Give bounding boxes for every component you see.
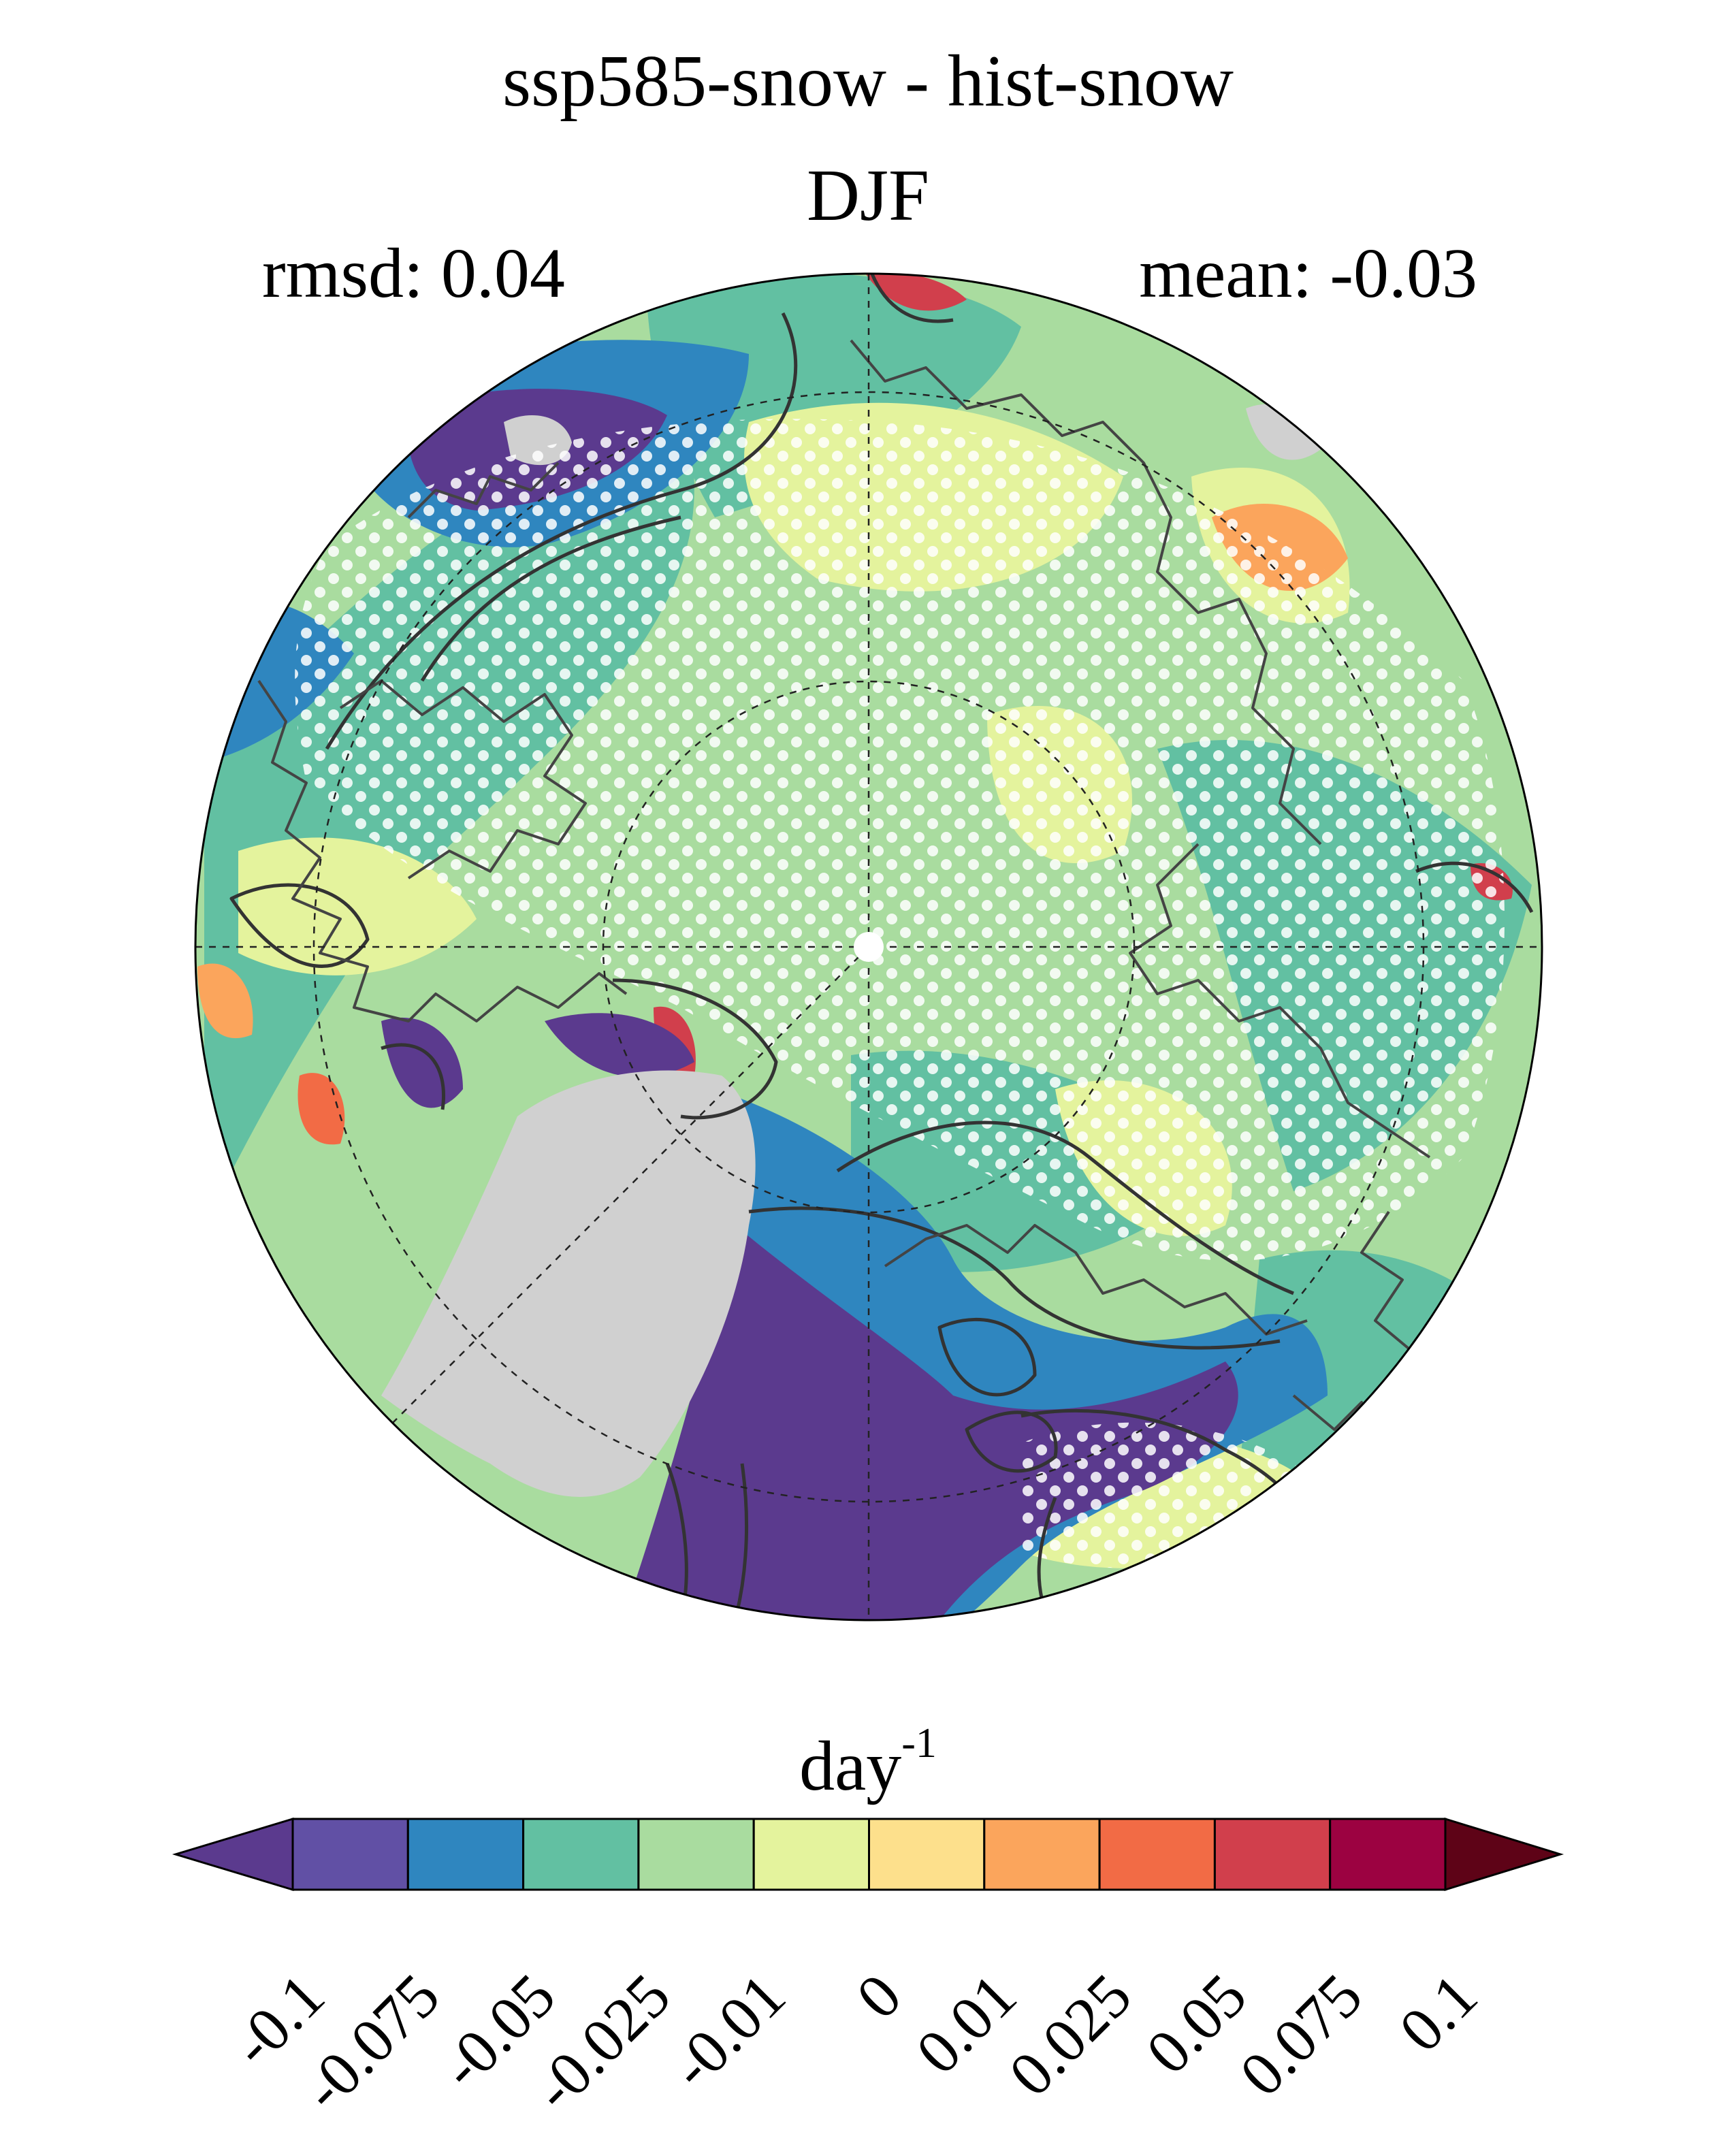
colorbar-extend-high: [1444, 1817, 1564, 1892]
colorbar-bin: [522, 1818, 640, 1891]
colorbar-bin: [1098, 1818, 1216, 1891]
map-boundary: [194, 272, 1543, 1621]
polar-map: [194, 272, 1543, 1621]
map-field: [195, 274, 1542, 1620]
colorbar-bin: [1213, 1818, 1332, 1891]
map-title: ssp585-snow - hist-snow: [502, 41, 1234, 122]
colorbar-bin: [637, 1818, 755, 1891]
colorbar-extend-low: [172, 1817, 294, 1892]
colorbar-bin: [868, 1818, 986, 1891]
colorbar-bin: [752, 1818, 870, 1891]
colorbar-bin: [983, 1818, 1101, 1891]
season-label: DJF: [806, 155, 930, 236]
colorbar-bin: [406, 1818, 525, 1891]
rmsd-label: rmsd: 0.04: [262, 234, 565, 312]
mean-label: mean: -0.03: [1139, 234, 1477, 312]
colorbar-bin: [291, 1818, 409, 1891]
colorbar-units: day-1: [799, 1720, 937, 1805]
colorbar-bin: [1329, 1818, 1447, 1891]
